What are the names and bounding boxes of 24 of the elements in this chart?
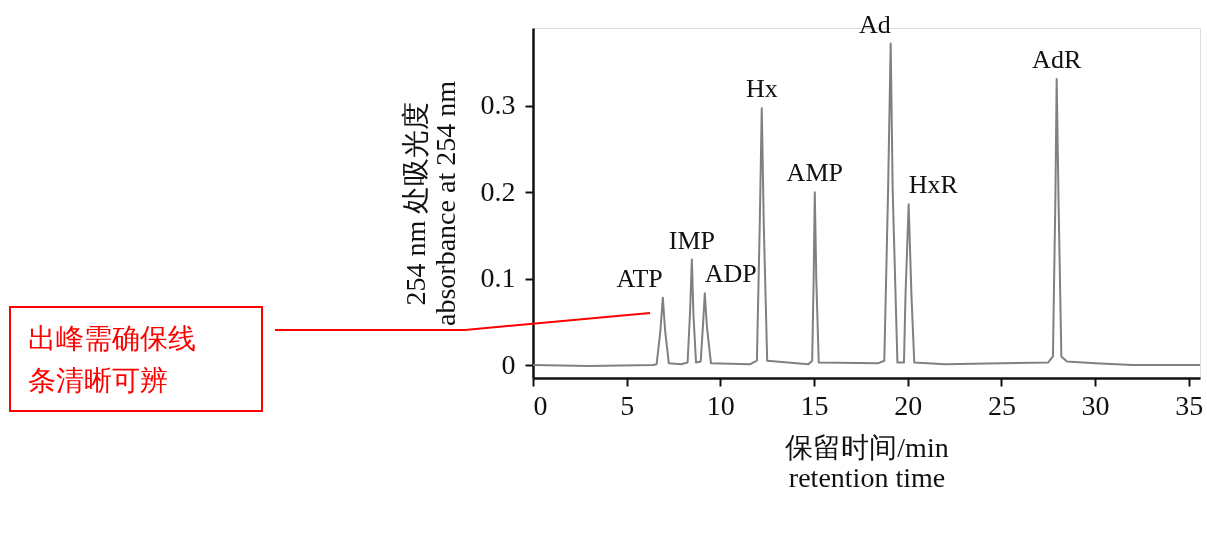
annotation: Hx [745,74,778,104]
annotation: ADP [704,259,757,289]
x-tick-label: 35 [1175,389,1204,421]
x-tick-label: 20 [894,389,923,421]
x-tick-label: 30 [1081,389,1110,421]
x-tick-label: 0 [533,389,548,421]
line-series [532,42,1201,367]
y-tick-label: 0 [501,348,516,380]
annotation: AMP [786,158,843,188]
x-tick-label: 10 [706,389,735,421]
y-axis-title: 254 nm 处吸光度 absorbance at 254 nm [399,80,461,326]
annotation: ATP [616,263,663,293]
x-axis-title: 保留时间/min retention time [785,431,949,493]
y-tick-label: 0.2 [480,175,516,207]
x-tick-label: 25 [987,389,1016,421]
annotation: HxR [908,170,959,200]
x-tick-label: 5 [620,389,635,421]
text: 出峰需确保线条清晰可辨 [28,323,196,396]
x-tick-label: 15 [800,389,829,421]
annotation: IMP [668,225,716,255]
y-tick-label: 0.1 [480,262,516,294]
y-tick-label: 0.3 [480,89,516,121]
annotation: AdR [1032,44,1082,74]
annotation: Ad [858,9,891,39]
